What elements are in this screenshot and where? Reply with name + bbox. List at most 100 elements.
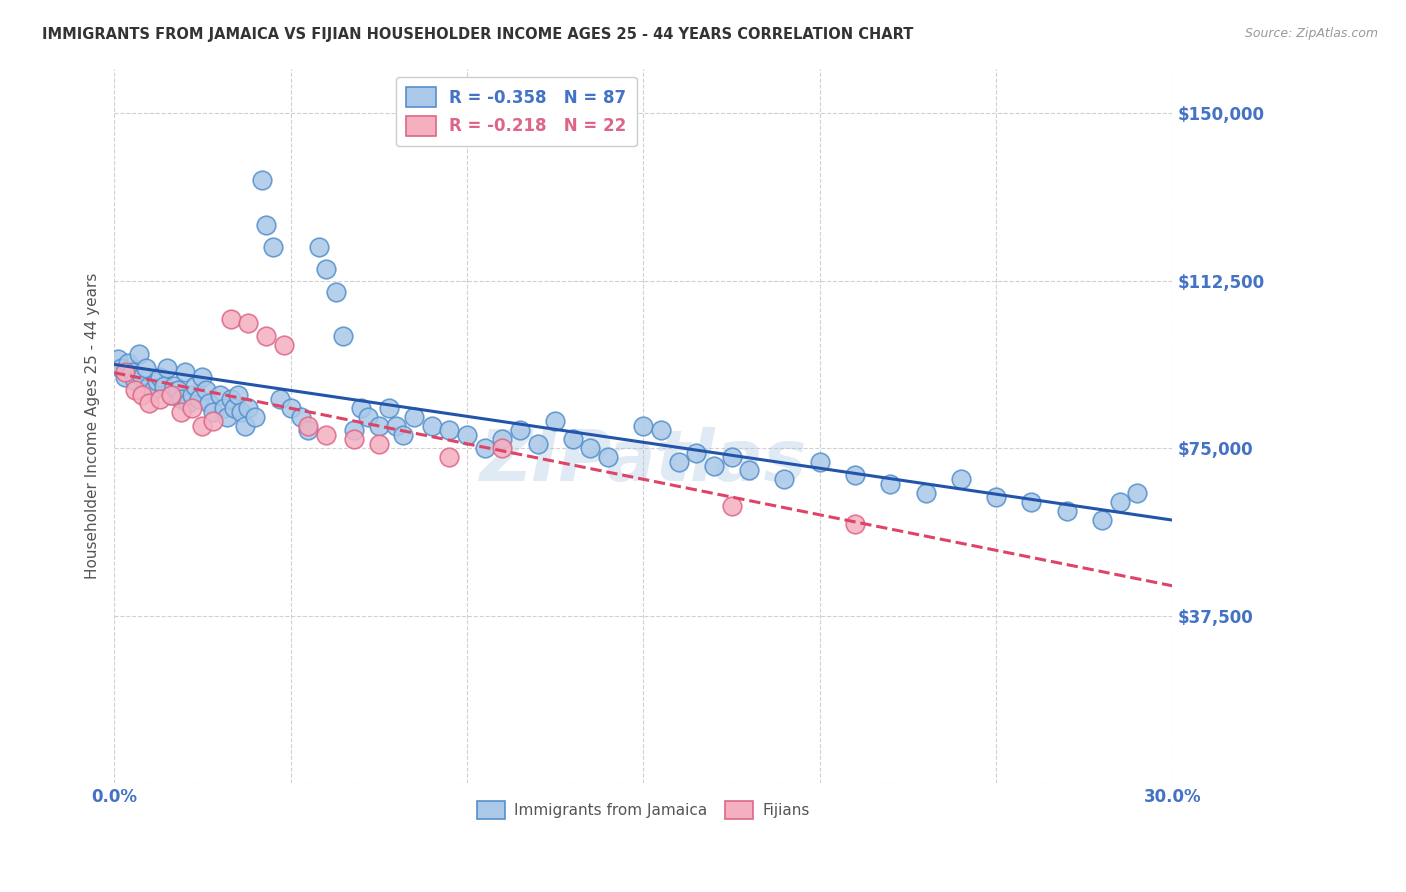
Point xyxy=(668,454,690,468)
Point xyxy=(844,516,866,531)
Point xyxy=(402,409,425,424)
Point xyxy=(177,396,200,410)
Point xyxy=(1056,503,1078,517)
Point xyxy=(138,396,160,410)
Point xyxy=(720,499,742,513)
Point xyxy=(170,392,193,406)
Point xyxy=(315,262,337,277)
Point xyxy=(1021,494,1043,508)
Legend: Immigrants from Jamaica, Fijians: Immigrants from Jamaica, Fijians xyxy=(471,795,815,825)
Point xyxy=(343,423,366,437)
Point xyxy=(191,418,214,433)
Point xyxy=(180,387,202,401)
Point xyxy=(238,316,260,330)
Point xyxy=(131,387,153,401)
Point xyxy=(844,467,866,482)
Point xyxy=(633,418,655,433)
Point xyxy=(297,418,319,433)
Point xyxy=(297,423,319,437)
Point xyxy=(117,356,139,370)
Point xyxy=(392,427,415,442)
Point xyxy=(561,432,583,446)
Point xyxy=(1126,485,1149,500)
Point xyxy=(107,351,129,366)
Text: IMMIGRANTS FROM JAMAICA VS FIJIAN HOUSEHOLDER INCOME AGES 25 - 44 YEARS CORRELAT: IMMIGRANTS FROM JAMAICA VS FIJIAN HOUSEH… xyxy=(42,27,914,42)
Point xyxy=(159,387,181,401)
Point xyxy=(233,418,256,433)
Point xyxy=(343,432,366,446)
Point xyxy=(1091,512,1114,526)
Point xyxy=(378,401,401,415)
Y-axis label: Householder Income Ages 25 - 44 years: Householder Income Ages 25 - 44 years xyxy=(86,273,100,579)
Point xyxy=(208,387,231,401)
Point xyxy=(290,409,312,424)
Point xyxy=(720,450,742,464)
Point xyxy=(456,427,478,442)
Point xyxy=(219,311,242,326)
Point xyxy=(142,383,165,397)
Point xyxy=(201,414,224,428)
Point xyxy=(156,360,179,375)
Point xyxy=(491,441,513,455)
Point xyxy=(110,360,132,375)
Point xyxy=(149,392,172,406)
Point xyxy=(252,173,274,187)
Point xyxy=(439,423,461,437)
Text: ZIPatlas: ZIPatlas xyxy=(479,427,807,496)
Point xyxy=(325,285,347,299)
Text: Source: ZipAtlas.com: Source: ZipAtlas.com xyxy=(1244,27,1378,40)
Point xyxy=(914,485,936,500)
Point xyxy=(526,436,548,450)
Point xyxy=(198,396,221,410)
Point xyxy=(544,414,567,428)
Point xyxy=(254,218,277,232)
Point xyxy=(121,365,143,379)
Point xyxy=(114,369,136,384)
Point xyxy=(191,369,214,384)
Point xyxy=(738,463,761,477)
Point xyxy=(217,409,239,424)
Point xyxy=(254,329,277,343)
Point xyxy=(474,441,496,455)
Point xyxy=(173,365,195,379)
Point xyxy=(138,378,160,392)
Point xyxy=(315,427,337,442)
Point xyxy=(579,441,602,455)
Point xyxy=(367,436,389,450)
Point xyxy=(262,240,284,254)
Point xyxy=(219,392,242,406)
Point xyxy=(124,374,146,388)
Point xyxy=(145,374,167,388)
Point xyxy=(180,401,202,415)
Point xyxy=(128,347,150,361)
Point xyxy=(226,387,249,401)
Point xyxy=(114,365,136,379)
Point xyxy=(166,383,188,397)
Point xyxy=(159,387,181,401)
Point xyxy=(650,423,672,437)
Point xyxy=(420,418,443,433)
Point xyxy=(224,401,246,415)
Point xyxy=(152,378,174,392)
Point xyxy=(184,378,207,392)
Point xyxy=(231,405,253,419)
Point xyxy=(703,458,725,473)
Point xyxy=(273,338,295,352)
Point xyxy=(385,418,408,433)
Point xyxy=(367,418,389,433)
Point xyxy=(439,450,461,464)
Point xyxy=(201,405,224,419)
Point xyxy=(149,369,172,384)
Point xyxy=(131,369,153,384)
Point xyxy=(773,472,796,486)
Point xyxy=(163,378,186,392)
Point xyxy=(238,401,260,415)
Point xyxy=(984,490,1007,504)
Point xyxy=(491,432,513,446)
Point xyxy=(949,472,972,486)
Point xyxy=(124,383,146,397)
Point xyxy=(280,401,302,415)
Point xyxy=(808,454,831,468)
Point xyxy=(1108,494,1130,508)
Point xyxy=(187,392,209,406)
